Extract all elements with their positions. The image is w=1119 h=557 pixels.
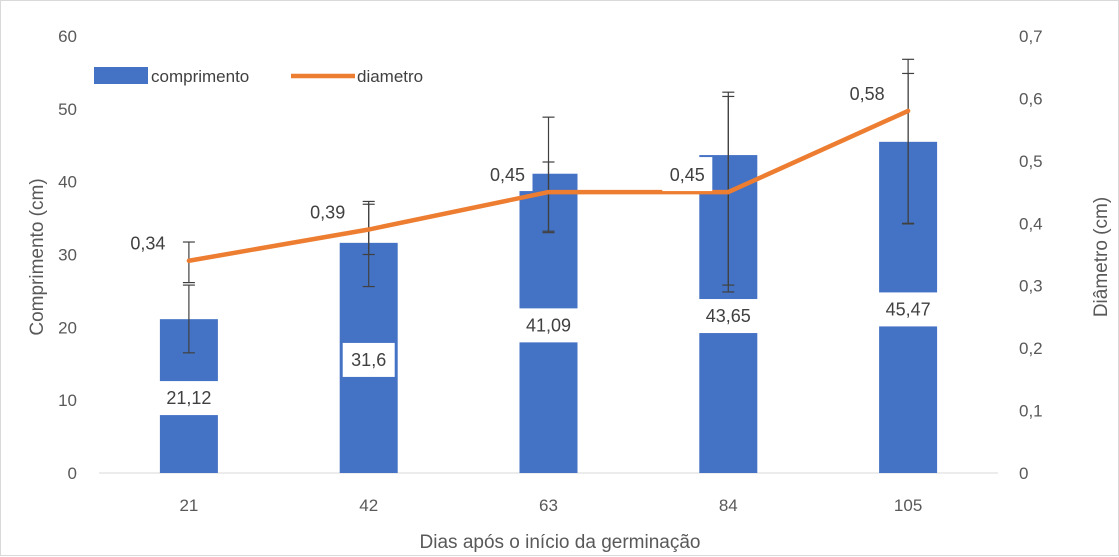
legend: comprimento diametro xyxy=(94,67,423,86)
line-value-label: 0,45 xyxy=(490,165,525,185)
y-tick-label: 60 xyxy=(58,27,77,46)
y2-tick-label: 0,2 xyxy=(1019,339,1043,358)
bar-label-background xyxy=(342,342,395,377)
x-tick-label: 84 xyxy=(719,496,738,515)
bar-value-label: 43,65 xyxy=(706,306,751,326)
line-label-background xyxy=(482,157,533,192)
bar-label-background xyxy=(877,292,940,327)
x-tick-label: 63 xyxy=(539,496,558,515)
line-label-background xyxy=(302,194,353,229)
y-tick-label: 30 xyxy=(58,246,77,265)
line-value-label: 0,45 xyxy=(670,165,705,185)
y-axis-title: Comprimento (cm) xyxy=(27,178,48,335)
line-label-background xyxy=(842,75,893,110)
line-value-label: 0,58 xyxy=(850,84,885,104)
x-tick-label: 21 xyxy=(179,496,198,515)
bar-label-background xyxy=(697,299,760,334)
y-tick-label: 50 xyxy=(58,100,77,119)
line-series-diametro xyxy=(186,108,911,263)
y-tick-label: 40 xyxy=(58,173,77,192)
y-tick-label: 0 xyxy=(68,464,77,483)
x-tick-label: 42 xyxy=(359,496,378,515)
line-value-label: 0,34 xyxy=(130,234,165,254)
axes: 0 10 20 30 40 50 60 0 0,1 0,2 0,3 0,4 0,5 0,6 0,7 21 42 6… xyxy=(58,27,1043,515)
line-value-label: 0,39 xyxy=(310,203,345,223)
bar-value-label: 41,09 xyxy=(526,315,571,335)
line-label-background xyxy=(122,225,173,260)
y-tick-label: 10 xyxy=(58,391,77,410)
y2-tick-label: 0,7 xyxy=(1019,27,1043,46)
legend-label-comprimento: comprimento xyxy=(151,67,249,86)
y2-tick-label: 0,4 xyxy=(1019,214,1043,233)
y2-tick-label: 0,1 xyxy=(1019,402,1043,421)
line-diametro xyxy=(186,108,911,263)
bar-value-label: 21,12 xyxy=(166,388,211,408)
y2-tick-label: 0,3 xyxy=(1019,277,1043,296)
y2-axis-title: Diâmetro (cm) xyxy=(1091,197,1112,317)
y2-tick-label: 0 xyxy=(1019,464,1028,483)
line-label-background xyxy=(662,157,713,192)
bar-label-background xyxy=(157,381,220,416)
legend-label-diametro: diametro xyxy=(357,67,423,86)
bar-label-background xyxy=(517,308,580,343)
bar-value-label: 45,47 xyxy=(886,299,931,319)
bar-value-label: 31,6 xyxy=(351,350,386,370)
y2-tick-label: 0,5 xyxy=(1019,152,1043,171)
y2-tick-label: 0,6 xyxy=(1019,89,1043,108)
x-axis-title: Dias após o início da germinação xyxy=(420,532,701,553)
y-tick-label: 20 xyxy=(58,318,77,337)
legend-swatch-comprimento xyxy=(94,67,148,84)
x-tick-label: 105 xyxy=(894,496,922,515)
data-labels: 21,12 31,6 41,09 43,65 45,47 0,34 0,39 0,45 0,45… xyxy=(122,75,940,416)
